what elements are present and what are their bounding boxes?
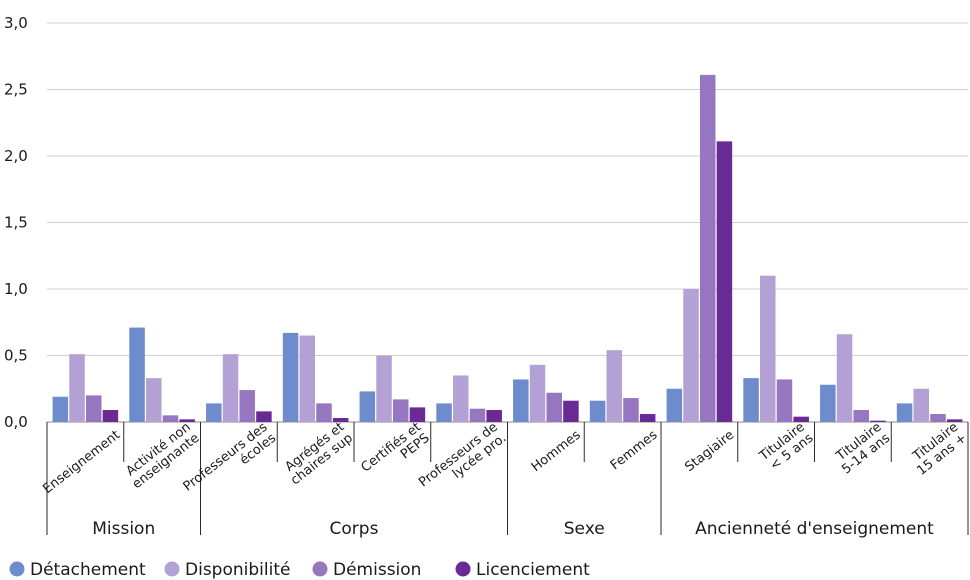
bar — [913, 388, 930, 422]
category-label: Agrégés etchaires sup — [280, 420, 356, 489]
group-label: Mission — [92, 519, 155, 539]
bar — [836, 334, 853, 422]
bar — [52, 396, 69, 422]
bars — [52, 74, 963, 423]
bar — [820, 384, 836, 422]
group-labels: Mission Corps Sexe Ancienneté d'enseignemen… — [92, 519, 934, 539]
bar — [776, 379, 793, 422]
bar — [206, 403, 222, 422]
bar — [129, 327, 145, 422]
category-label: Titulaire5-14 ans — [831, 420, 894, 478]
group-label: Corps — [330, 519, 379, 539]
legend-label: Disponibilité — [185, 560, 290, 580]
bar — [162, 415, 179, 422]
bar — [453, 375, 469, 422]
bar — [146, 378, 162, 422]
y-tick-label: 1,0 — [4, 280, 28, 298]
bar — [529, 364, 546, 422]
bar — [299, 335, 316, 422]
bar — [102, 410, 119, 422]
bar — [716, 141, 733, 422]
category-label-line: Femmes — [608, 428, 661, 474]
y-axis: 0,0 0,5 1,0 1,5 2,0 2,5 3,0 — [4, 14, 28, 431]
bar — [623, 398, 639, 422]
gridlines — [47, 22, 968, 423]
y-tick-label: 2,5 — [4, 81, 28, 99]
y-tick-label: 0,5 — [4, 347, 28, 365]
bar — [486, 410, 502, 422]
bar — [589, 400, 606, 422]
legend-label: Licenciement — [476, 560, 590, 580]
bar — [239, 390, 255, 422]
bar — [376, 355, 392, 422]
bar — [469, 408, 486, 422]
bar — [606, 350, 623, 422]
legend-swatch — [9, 561, 25, 577]
y-tick-label: 0,0 — [4, 413, 28, 431]
category-label-line: Enseignement — [40, 428, 123, 497]
legend-swatch — [455, 561, 471, 577]
y-tick-label: 1,5 — [4, 214, 28, 232]
y-tick-label: 2,0 — [4, 147, 28, 165]
category-label-line: Hommes — [529, 427, 584, 475]
group-label: Ancienneté d'enseignement — [695, 519, 934, 539]
bar — [69, 354, 85, 422]
y-tick-label: 3,0 — [4, 14, 28, 32]
bar — [870, 420, 886, 422]
group-label: Sexe — [564, 519, 605, 539]
legend-swatch — [312, 561, 328, 577]
category-label: Stagiaire — [682, 428, 737, 475]
bar — [409, 407, 426, 422]
legend-swatch — [164, 561, 180, 577]
bar — [853, 410, 869, 422]
bar — [683, 289, 699, 422]
bar — [793, 416, 809, 422]
bar — [946, 419, 963, 422]
category-label: Professeurs desécoles — [181, 420, 280, 506]
bar — [256, 411, 272, 422]
bar — [359, 391, 376, 422]
legend-label: Démission — [333, 560, 421, 580]
bar — [896, 403, 913, 422]
bar — [546, 392, 562, 422]
bar — [316, 403, 332, 422]
bar — [760, 275, 776, 422]
category-label: Enseignement — [40, 428, 123, 497]
bar — [436, 403, 452, 422]
bar — [392, 399, 409, 422]
category-label: Titulaire< 5 ans — [756, 420, 816, 476]
bar — [282, 332, 299, 422]
category-label: Hommes — [529, 427, 584, 475]
category-label: Professeurs delycée pro. — [416, 420, 509, 502]
bar — [699, 74, 716, 423]
bar — [513, 379, 529, 422]
bar — [563, 400, 579, 422]
bar — [332, 418, 349, 422]
bar — [639, 414, 656, 422]
category-label-line: Stagiaire — [682, 428, 737, 475]
bar — [666, 388, 683, 422]
category-label: Titulaire15 ans + — [906, 420, 970, 479]
bar — [743, 378, 759, 422]
legend-label: Détachement — [30, 560, 146, 580]
bar — [930, 414, 946, 422]
bar — [85, 395, 102, 422]
category-label: Femmes — [608, 428, 661, 474]
bar — [222, 354, 239, 422]
legend: Détachement Disponibilité Démission Licenci… — [9, 560, 590, 580]
bar — [179, 419, 195, 422]
x-axis: Enseignement Activité nonenseignanteProfe… — [40, 420, 970, 535]
